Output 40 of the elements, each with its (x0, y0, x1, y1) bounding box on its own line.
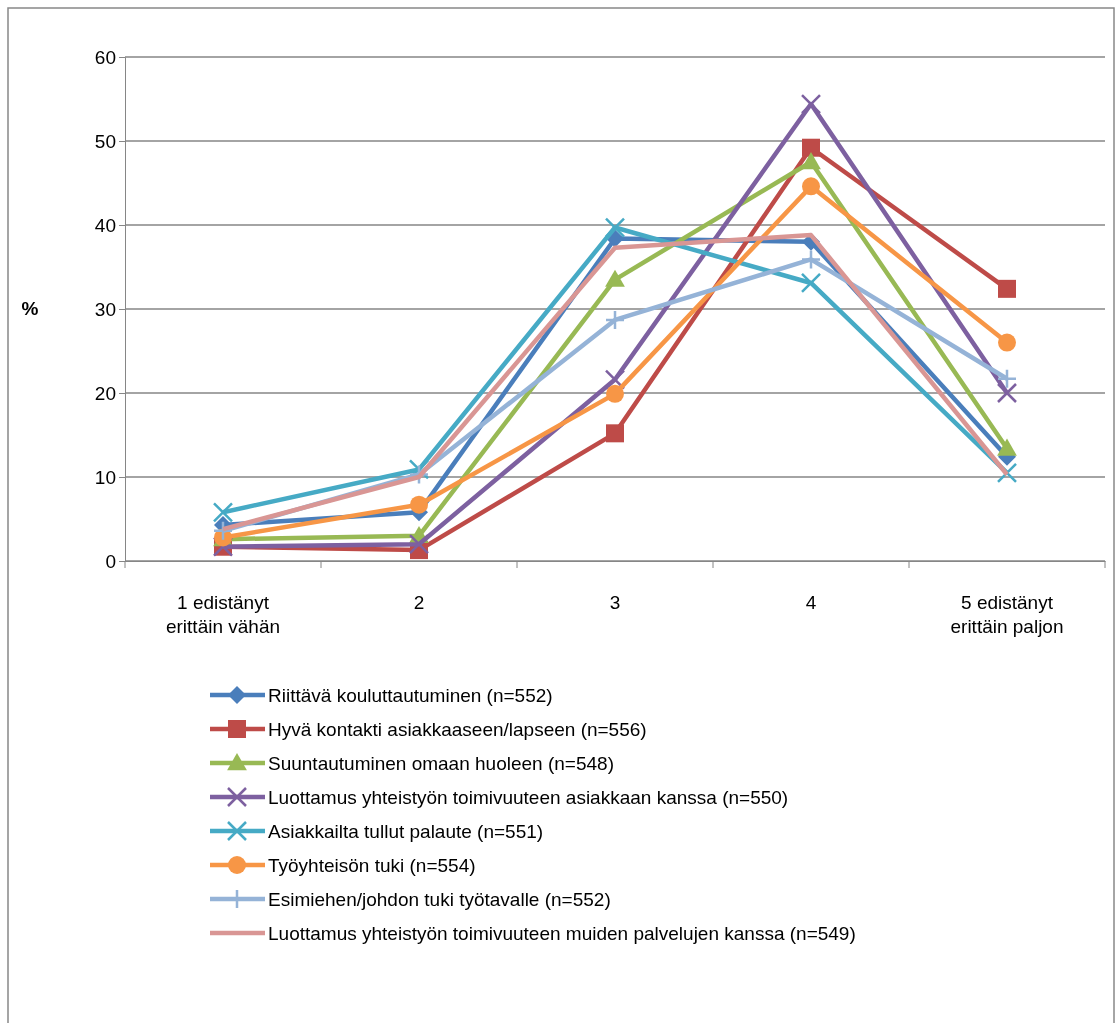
point (802, 138, 820, 157)
legend-label: Suuntautuminen omaan huoleen (n=548) (268, 753, 614, 774)
point (410, 495, 428, 514)
point (606, 384, 624, 403)
legend-label: Luottamus yhteistyön toimivuuteen muiden palvelujen kanssa (n=549) (268, 923, 856, 944)
point (605, 269, 625, 287)
legend-label: Esimiehen/johdon tuki työtavalle (n=552) (268, 889, 611, 910)
point (606, 424, 624, 443)
legend-label: Riittävä kouluttautuminen (n=552) (268, 685, 553, 706)
y-tick-label: 50 (94, 130, 116, 152)
y-tick-label: 40 (94, 214, 116, 236)
point (408, 533, 430, 555)
point (212, 502, 234, 523)
point (801, 152, 821, 170)
x-tick-label: 3 (609, 592, 621, 613)
x-tick-label: 1 edistänyt erittäin vähän (165, 592, 281, 637)
point (996, 368, 1018, 389)
point (998, 333, 1016, 352)
x-tick-label: 2 (413, 592, 425, 613)
point (998, 279, 1016, 298)
y-tick-label: 10 (94, 466, 116, 488)
point (800, 249, 822, 270)
x-tick-label: 4 (805, 592, 817, 613)
point (800, 93, 822, 115)
y-axis-title: % (21, 298, 39, 319)
point (997, 438, 1017, 456)
x-tick-label: 5 edistänyt erittäin paljon (950, 592, 1064, 637)
legend-label: Työyhteisön tuki (n=554) (268, 855, 476, 876)
legend-label: Luottamus yhteistyön toimivuuteen asiakkaan kanssa (n=550) (268, 787, 789, 808)
y-tick-label: 0 (105, 550, 116, 572)
y-tick-label: 20 (94, 382, 116, 404)
legend-label: Asiakkailta tullut palaute (n=551) (268, 821, 544, 842)
point (604, 217, 626, 238)
point (802, 177, 820, 196)
point (996, 382, 1018, 404)
y-tick-label: 30 (94, 298, 116, 320)
point (604, 309, 626, 331)
y-tick-label: 60 (94, 46, 116, 68)
point (800, 272, 822, 294)
legend-label: Hyvä kontakti asiakkaaseen/lapseen (n=556) (268, 719, 647, 740)
